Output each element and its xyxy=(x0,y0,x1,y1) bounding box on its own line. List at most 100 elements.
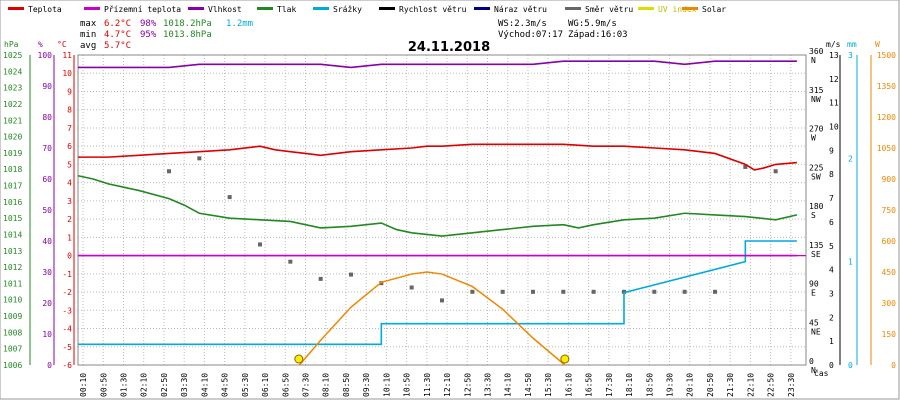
humidity-tick-label: 0 xyxy=(47,361,52,370)
x-tick-label: 10:10 xyxy=(382,373,391,397)
solar-tick-label: 150 xyxy=(882,330,897,339)
series-line-srážky xyxy=(78,240,797,346)
legend-swatch xyxy=(565,7,581,10)
sun-marker xyxy=(294,354,304,364)
direction-tick-label: 0 xyxy=(809,357,814,366)
x-tick-label: 02:50 xyxy=(160,373,169,397)
x-tick-label: 08:50 xyxy=(342,373,351,397)
stats-avg-temp: 5.7°C xyxy=(104,41,131,51)
x-tick-label: 04:10 xyxy=(200,373,209,397)
stats-block: max 6.2°C 98% 1018.2hPa 1.2mm min 4.7°C … xyxy=(80,19,253,51)
humidity-tick-label: 40 xyxy=(42,237,52,246)
stats-max-label: max xyxy=(80,19,97,29)
wind-speed-tick-label: 4 xyxy=(829,266,834,275)
axes: 1006100710081009101010111012101310141015… xyxy=(3,47,896,375)
x-tick-label: 20:50 xyxy=(706,373,715,397)
x-tick-label: 00:10 xyxy=(79,373,88,397)
legend-swatch xyxy=(379,7,395,10)
pressure-tick-label: 1020 xyxy=(3,133,22,142)
x-tick-label: 15:30 xyxy=(544,373,553,397)
temperature-tick-label: 8 xyxy=(67,106,72,115)
x-tick-label: 22:10 xyxy=(746,373,755,397)
unit-celsius: °C xyxy=(57,40,67,49)
unit-mm: mm xyxy=(847,40,857,49)
pressure-tick-label: 1024 xyxy=(3,67,22,76)
rain-tick-label: 2 xyxy=(848,154,853,163)
chart-title: 24.11.2018 xyxy=(408,40,490,55)
x-tick-label: 20:10 xyxy=(686,373,695,397)
solar-tick-label: 900 xyxy=(882,175,897,184)
stats-min-hum: 95% xyxy=(140,30,157,40)
sunrise-info: Východ:07:17 xyxy=(498,30,563,40)
x-tick-label: 03:30 xyxy=(180,373,189,397)
pressure-tick-label: 1021 xyxy=(3,116,22,125)
x-tick-label: 18:50 xyxy=(645,373,654,397)
wind-direction-point xyxy=(197,156,202,161)
legend-label: UV index xyxy=(658,5,697,14)
temperature-tick-label: -5 xyxy=(62,343,72,352)
pressure-tick-label: 1017 xyxy=(3,182,22,191)
wind-direction-point xyxy=(440,298,444,303)
plot-border xyxy=(77,54,807,366)
direction-tick-label: 225 xyxy=(809,163,824,172)
x-tick-label: 22:50 xyxy=(767,373,776,397)
x-tick-label: 13:30 xyxy=(484,373,493,397)
solar-tick-label: 1350 xyxy=(877,82,896,91)
legend: Teplota Přízemní teplota Vlhkost Tlak Srážky… xyxy=(8,5,726,14)
direction-tick-label: 90 xyxy=(809,280,819,289)
x-tick-label: 12:50 xyxy=(463,373,472,397)
wind-direction-point xyxy=(288,259,293,264)
unit-time: čas xyxy=(814,368,829,378)
legend-label: Srážky xyxy=(333,5,362,14)
direction-tick-label: 315 xyxy=(809,86,824,95)
temperature-tick-label: 4 xyxy=(67,179,72,188)
x-tick-label: 21:30 xyxy=(726,373,735,397)
direction-tick-label: 360 xyxy=(809,47,824,56)
humidity-tick-label: 60 xyxy=(42,175,52,184)
x-tick-label: 06:50 xyxy=(281,373,290,397)
pressure-tick-label: 1025 xyxy=(3,51,22,60)
wind-speed-tick-label: 3 xyxy=(829,289,834,298)
wind-direction-point xyxy=(773,169,778,174)
direction-tick-label: 45 xyxy=(809,318,819,327)
x-tick-label: 16:10 xyxy=(564,373,573,397)
temperature-tick-label: -3 xyxy=(62,306,72,315)
pressure-tick-label: 1013 xyxy=(3,247,22,256)
temperature-tick-label: 0 xyxy=(67,252,72,261)
pressure-tick-label: 1007 xyxy=(3,345,22,354)
rain-tick-label: 1 xyxy=(848,258,853,267)
stats-max-temp: 6.2°C xyxy=(104,19,131,29)
x-tick-label: 17:30 xyxy=(605,373,614,397)
humidity-tick-label: 50 xyxy=(42,206,52,215)
x-tick-label: 10:50 xyxy=(403,373,412,397)
wind-direction-point xyxy=(591,289,596,294)
x-tick-label: 02:10 xyxy=(140,373,149,397)
x-tick-label: 14:10 xyxy=(504,373,513,397)
unit-percent: % xyxy=(38,40,43,49)
wind-speed-tick-label: 5 xyxy=(829,242,834,251)
x-tick-label: 09:30 xyxy=(362,373,371,397)
pressure-tick-label: 1012 xyxy=(3,263,22,272)
temperature-tick-label: 1 xyxy=(67,233,72,242)
wind-speed-tick-label: 1 xyxy=(829,337,834,346)
legend-swatch xyxy=(257,7,273,10)
temperature-tick-label: 3 xyxy=(67,197,72,206)
pressure-tick-label: 1018 xyxy=(3,165,22,174)
series-line-tlak xyxy=(77,174,798,237)
legend-swatch xyxy=(8,7,24,10)
legend-label: Rychlost větru xyxy=(399,5,467,14)
wind-speed-tick-label: 9 xyxy=(829,146,834,155)
wind-direction-point xyxy=(652,289,657,294)
temperature-tick-label: -1 xyxy=(62,270,72,279)
solar-tick-label: 600 xyxy=(882,237,897,246)
wind-speed-tick-label: 12 xyxy=(829,75,839,84)
wind-direction-point xyxy=(531,289,535,294)
x-tick-label: 14:50 xyxy=(524,373,533,397)
temperature-tick-label: 9 xyxy=(67,87,72,96)
legend-swatch xyxy=(84,7,100,10)
humidity-tick-label: 20 xyxy=(42,299,52,308)
legend-label: Teplota xyxy=(28,5,62,14)
wind-direction-point xyxy=(409,285,414,290)
axis-units: hPa % °C m/s mm W čas xyxy=(4,40,880,378)
x-tick-label: 01:30 xyxy=(120,373,129,397)
